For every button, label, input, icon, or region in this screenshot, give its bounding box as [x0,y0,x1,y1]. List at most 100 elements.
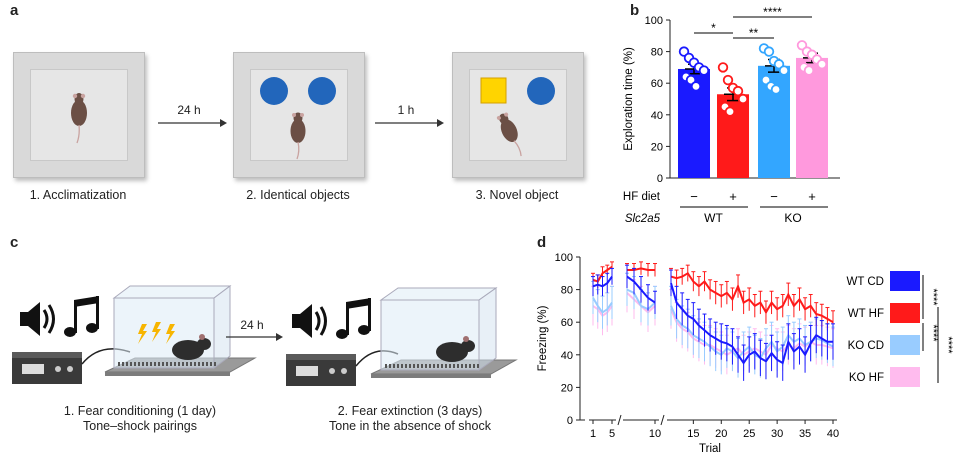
row-label-diet: HF diet [623,191,661,203]
shock-generator-icon [286,354,356,386]
x-axis-title: Trial [699,443,721,455]
panel-label-c: c [10,234,19,251]
y-tick-label: 60 [561,317,573,329]
diet-sign: + [729,189,737,204]
x-tick-label: 10 [649,428,661,440]
axis-break [617,414,622,426]
caption-novel-object: 3. Novel object [475,188,559,202]
object-circle-left [260,77,288,105]
legend-label: KO CD [848,340,884,352]
genotype-label: WT [704,211,723,225]
arrow-label-24h: 24 h [177,103,201,117]
series-line [670,305,834,360]
x-tick-label: 15 [687,428,699,440]
arena-novel-object [452,52,584,178]
fear-extinction-illustration [286,287,518,386]
object-circle-right [308,77,336,105]
sig-label: ** [749,26,759,40]
y-tick-label: 0 [567,415,573,427]
y-axis-title: Exploration time (%) [623,47,635,151]
diet-sign: + [808,189,816,204]
y-tick-label: 60 [651,78,663,90]
arrow-icon [226,333,283,341]
caption-fear-extinction: 2. Fear extinction (3 days) Tone in the … [300,404,520,434]
data-point [737,93,749,105]
y-tick-label: 100 [645,15,663,27]
legend-swatch [890,367,920,387]
panel-label-a: a [10,2,19,19]
series-line [670,282,833,365]
y-tick-label: 80 [561,285,573,297]
arrow-label-1h: 1 h [397,103,415,117]
mouse-icon [172,334,211,360]
data-point [778,65,790,76]
data-point [722,74,734,86]
x-tick-label: 25 [743,428,755,440]
data-point [803,65,815,76]
x-tick-label: 20 [715,428,727,440]
legend-swatch [890,303,920,323]
y-tick-label: 100 [555,252,573,264]
speaker-icon [292,304,327,338]
music-note-icon [64,296,99,337]
arena-identical-objects [233,52,365,178]
sig-label: **** [942,336,954,354]
caption-line: Tone–shock pairings [83,419,197,433]
diet-sign: − [690,189,698,204]
speaker-icon [20,302,55,336]
sig-label: **** [927,324,939,342]
mouse-icon [436,336,475,362]
axis-break [660,414,665,426]
caption-identical-objects: 2. Identical objects [246,188,350,202]
mouse-icon [290,112,306,160]
bar [796,57,828,178]
caption-fear-conditioning: 1. Fear conditioning (1 day) Tone–shock … [40,404,240,434]
legend-swatch [890,335,920,355]
legend-label: WT CD [847,276,884,288]
x-tick-label: 5 [609,428,615,440]
mouse-icon [496,112,522,157]
y-tick-label: 80 [651,47,663,59]
object-circle [527,77,555,105]
sig-label: **** [927,288,939,306]
data-point [724,106,736,117]
legend-label: KO HF [849,372,884,384]
panel-label-d: d [537,234,547,251]
y-tick-label: 20 [651,141,663,153]
genotype-label: KO [784,211,801,225]
fear-conditioning-illustration [12,285,257,384]
y-tick-label: 40 [651,110,663,122]
legend-swatch [890,271,920,291]
caption-acclimatization: 1. Acclimatization [29,188,127,202]
data-point [763,46,775,57]
data-point [770,84,782,95]
extinction-chamber [370,287,518,378]
x-tick-label: 40 [827,428,839,440]
caption-line: Tone in the absence of shock [329,419,491,433]
sig-label: * [711,21,716,35]
arrow-label-24h-c: 24 h [240,318,264,332]
arrow-icon [158,119,227,127]
caption-line: 2. Fear extinction (3 days) [337,404,483,418]
y-tick-label: 20 [561,382,573,394]
mouse-icon [71,93,87,144]
panel-label-b: b [630,2,640,19]
sig-label: **** [763,5,782,19]
data-point [816,59,828,70]
row-label-gene: Slc2a5 [625,213,661,225]
music-note-icon [336,298,371,339]
arena-acclimatization [13,52,145,178]
x-tick-label: 1 [590,428,596,440]
data-point [698,65,710,76]
object-square-novel [480,77,507,104]
diet-sign: − [770,189,778,204]
y-axis-title: Freezing (%) [537,305,549,371]
x-tick-label: 30 [771,428,783,440]
legend-label: WT HF [848,308,884,320]
lightning-icon [138,322,175,344]
x-tick-label: 35 [799,428,811,440]
shock-generator-icon [12,352,82,384]
y-tick-label: 40 [561,350,573,362]
